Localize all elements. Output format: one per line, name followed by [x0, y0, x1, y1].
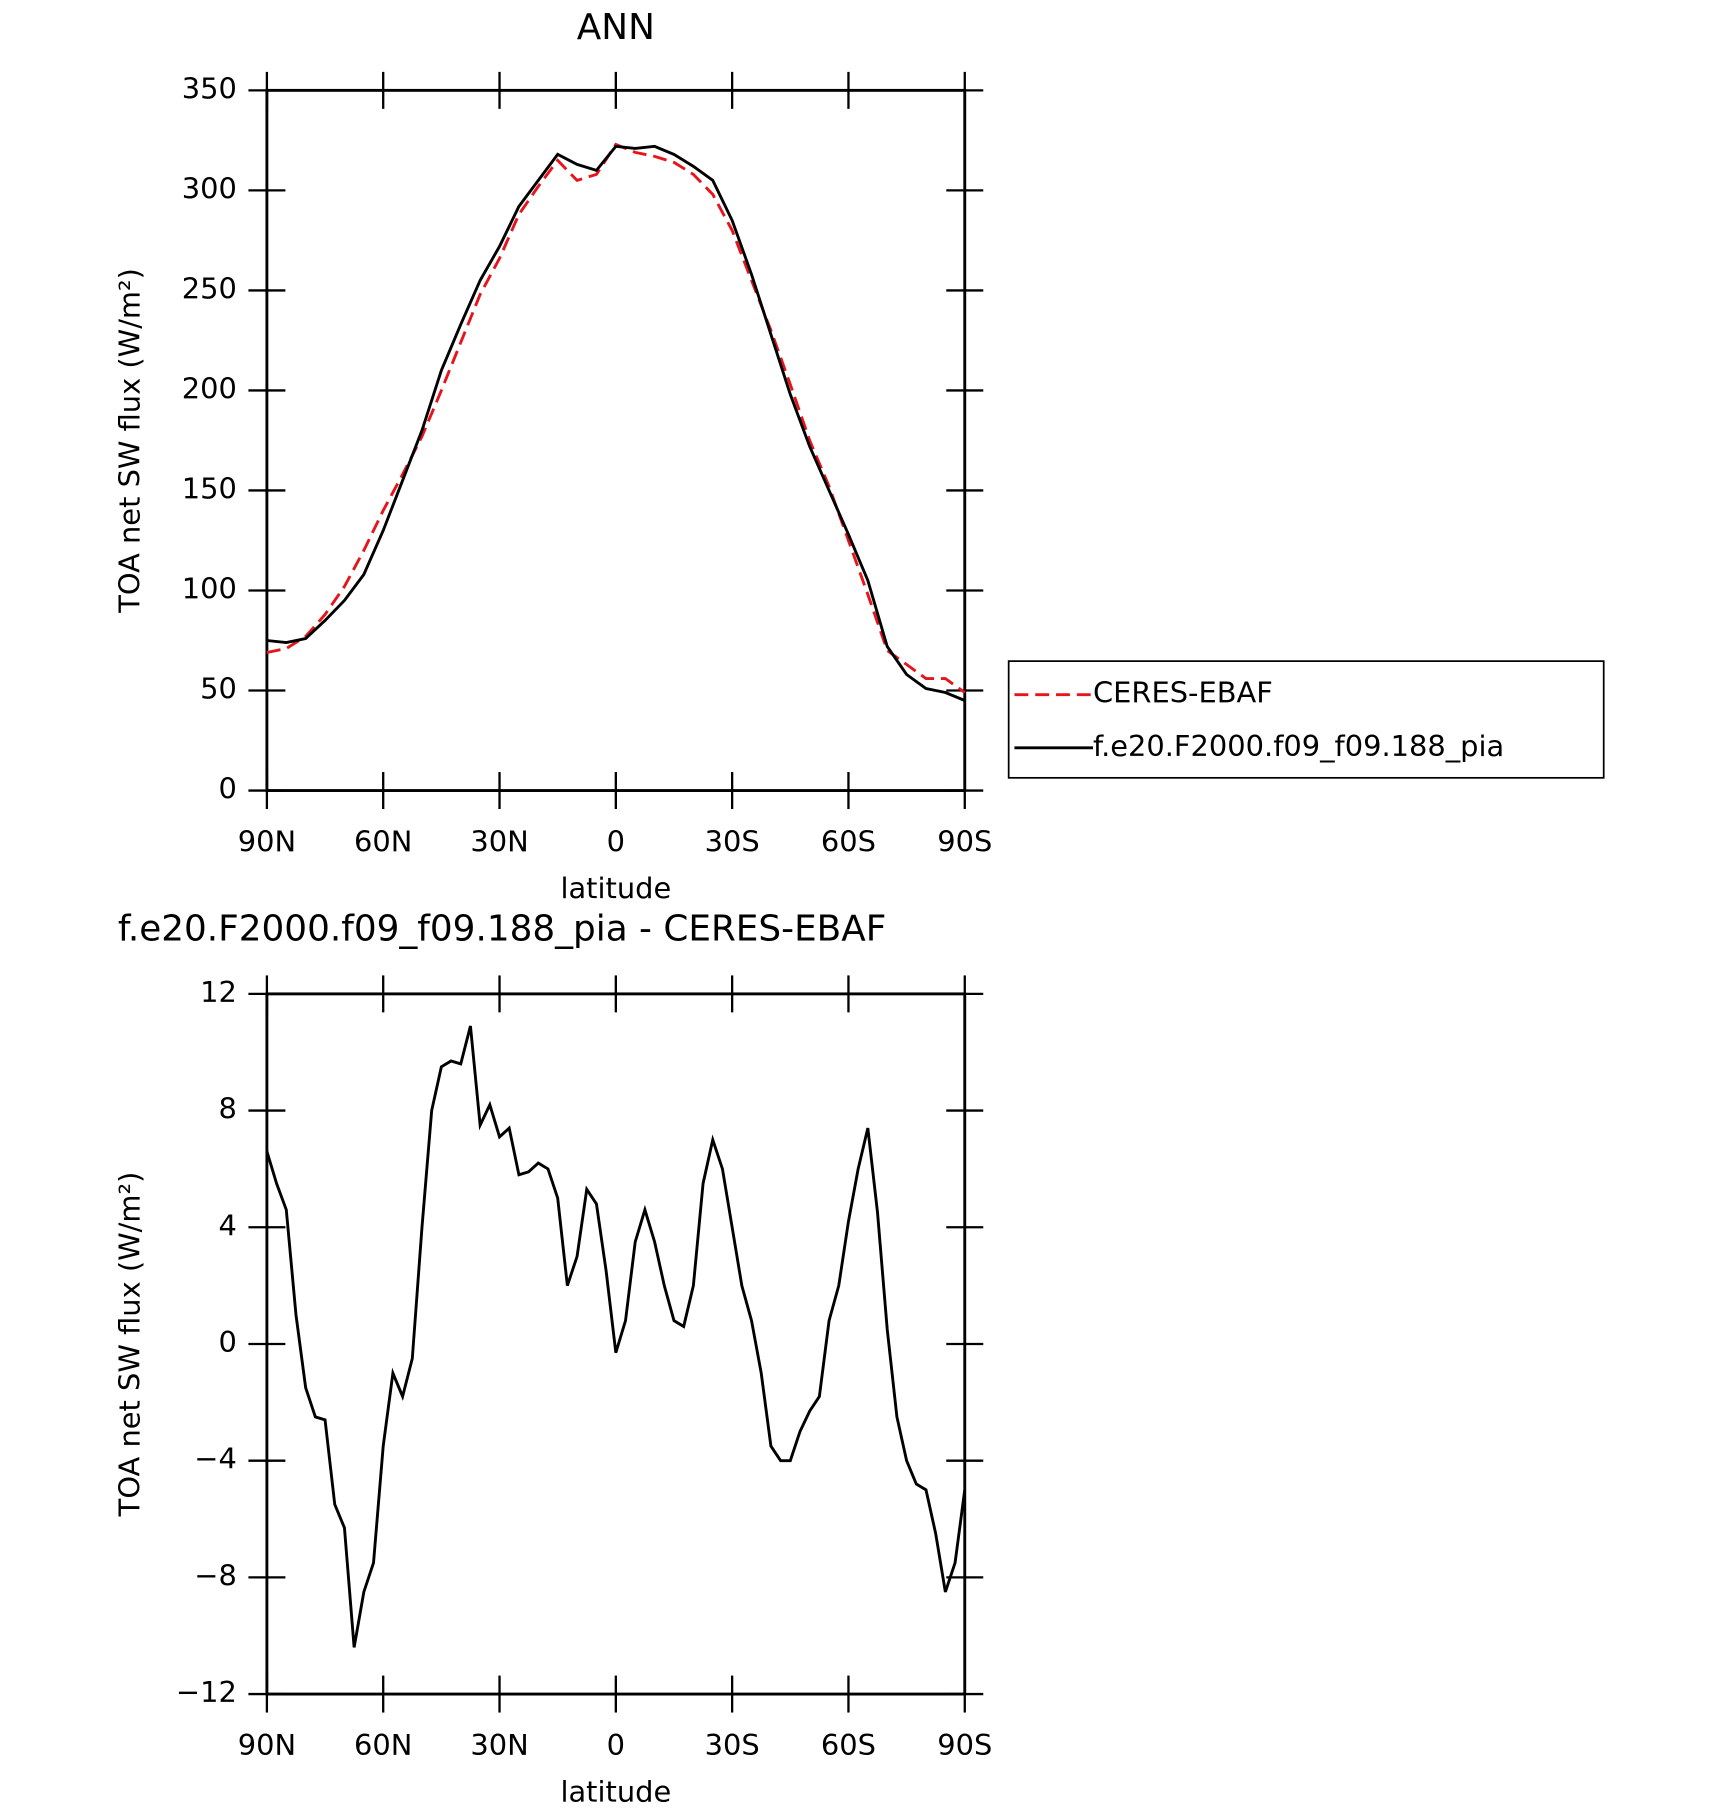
- y-axis-label: TOA net SW flux (W/m²): [113, 1172, 147, 1518]
- x-tick-label: 30S: [705, 1728, 760, 1762]
- x-tick-label: 90N: [238, 825, 296, 859]
- x-tick-label: 0: [607, 825, 625, 859]
- x-axis-label: latitude: [560, 1774, 671, 1808]
- x-tick-label: 0: [607, 1728, 625, 1762]
- y-tick-label: −8: [194, 1558, 237, 1592]
- x-tick-label: 30N: [470, 825, 528, 859]
- y-tick-label: 250: [182, 271, 237, 305]
- x-tick-label: 60N: [354, 1728, 412, 1762]
- y-tick-label: 350: [182, 71, 237, 105]
- y-tick-label: −12: [176, 1675, 237, 1709]
- x-axis-label: latitude: [560, 871, 671, 905]
- y-tick-label: 200: [182, 371, 237, 405]
- data-line: [266, 142, 966, 694]
- x-tick-label: 90S: [937, 825, 992, 859]
- y-tick-label: 8: [218, 1092, 236, 1126]
- y-tick-label: 12: [200, 975, 237, 1009]
- x-tick-label: 60S: [821, 1728, 876, 1762]
- legend-label: f.e20.F2000.f09_f09.188_pia: [1093, 729, 1504, 763]
- y-axis-label: TOA net SW flux (W/m²): [113, 268, 147, 614]
- y-tick-label: 150: [182, 471, 237, 505]
- data-line: [265, 1025, 967, 1648]
- legend-label: CERES-EBAF: [1093, 676, 1273, 710]
- y-tick-label: 300: [182, 171, 237, 205]
- y-tick-label: 0: [218, 772, 236, 806]
- x-tick-label: 90N: [238, 1728, 296, 1762]
- x-tick-label: 60S: [821, 825, 876, 859]
- x-tick-label: 30S: [705, 825, 760, 859]
- chart-title: f.e20.F2000.f09_f09.188_pia - CERES-EBAF: [118, 908, 886, 949]
- x-tick-label: 60N: [354, 825, 412, 859]
- y-tick-label: 0: [218, 1325, 236, 1359]
- chart-title: ANN: [577, 7, 655, 48]
- data-line: [266, 144, 966, 702]
- legend-box: [1007, 660, 1605, 779]
- y-tick-label: −4: [194, 1442, 237, 1476]
- y-tick-label: 50: [200, 672, 237, 706]
- plot-frame: [265, 88, 967, 792]
- y-tick-label: 100: [182, 571, 237, 605]
- x-tick-label: 30N: [470, 1728, 528, 1762]
- x-tick-label: 90S: [937, 1728, 992, 1762]
- y-tick-label: 4: [218, 1208, 236, 1242]
